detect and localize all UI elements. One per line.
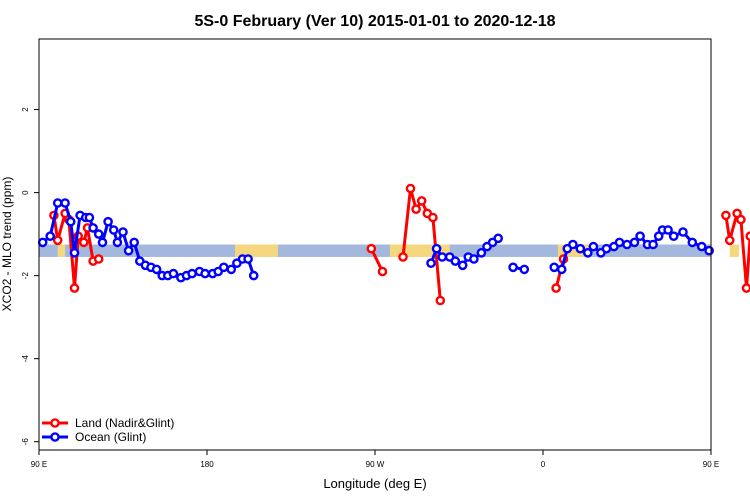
ocean-point-2-0: [508, 262, 518, 273]
plot-area: [37, 183, 750, 306]
x-tick-label-3: 0: [541, 460, 546, 469]
land-point-2-2: [411, 204, 421, 214]
ocean-point-1-5: [457, 260, 468, 271]
land-point-0-4: [69, 283, 80, 293]
ocean-point-0-0: [37, 237, 48, 248]
ocean-point-1-11: [493, 233, 504, 244]
land-point-2-0: [398, 252, 408, 262]
land-point-4-5: [745, 231, 750, 241]
ocean-point-0-14: [112, 237, 123, 248]
ocean-point-1-2: [437, 252, 448, 262]
ocean-point-3-6: [588, 241, 599, 252]
x-tick-label-0: 90 E: [31, 460, 47, 469]
y-tick-label-0: 2: [21, 107, 30, 112]
ocean-point-0-29: [200, 268, 210, 279]
land-point-0-6: [79, 237, 89, 248]
ocean-point-0-12: [103, 216, 113, 227]
land-point-4-4: [741, 283, 750, 293]
land-point-4-3: [736, 214, 746, 225]
ocean-point-0-8: [84, 212, 95, 223]
ocean-point-0-5: [69, 247, 80, 258]
ocean-point-0-33: [226, 264, 237, 275]
ocean-point-0-2: [52, 198, 63, 208]
chart-title: 5S-0 February (Ver 10) 2015-01-01 to 202…: [194, 13, 555, 30]
ocean-point-0-15: [118, 227, 128, 237]
ocean-point-0-4: [65, 216, 76, 227]
ocean-point-3-22: [696, 241, 707, 252]
land-series-line-0: [52, 211, 100, 290]
ocean-point-1-0: [426, 258, 436, 269]
ocean-point-3-1: [556, 264, 567, 275]
ocean-point-3-21: [687, 237, 698, 248]
ocean-point-1-7: [469, 254, 479, 264]
land-point-4-1: [724, 235, 735, 246]
ocean-point-0-21: [151, 264, 162, 275]
ocean-point-0-10: [93, 229, 104, 239]
land-point-2-3: [416, 196, 427, 206]
ocean-point-0-24: [168, 268, 179, 279]
legend-land-marker: [50, 418, 60, 428]
y-tick-label-2: -2: [21, 272, 30, 280]
ocean-point-0-9: [88, 223, 98, 233]
ocean-point-0-17: [129, 237, 139, 248]
y-tick-label-4: -6: [21, 438, 30, 446]
ocean-point-3-18: [663, 225, 673, 235]
x-tick-label-1: 180: [200, 460, 214, 469]
ocean-point-3-19: [668, 231, 679, 241]
x-tick-label-4: 90 E: [703, 460, 719, 469]
x-axis-label: Longitude (deg E): [323, 476, 426, 491]
legend-ocean-label: Ocean (Glint): [75, 430, 146, 444]
ocean-point-1-8: [476, 247, 487, 258]
ocean-point-3-4: [575, 243, 586, 254]
ocean-point-0-27: [187, 268, 197, 279]
x-axis: 90 E 180 90 W 0 90 E: [31, 450, 719, 469]
legend: Land (Nadir&Glint)Ocean (Glint): [42, 416, 174, 444]
land-point-1-0: [366, 243, 377, 254]
land-band-4: [729, 244, 739, 257]
y-axis: 2 0 -2 -4 -6: [21, 107, 39, 445]
ocean-point-3-11: [622, 239, 632, 250]
land-point-2-6: [435, 295, 446, 306]
land-band-0: [57, 244, 66, 257]
ocean-point-0-37: [248, 270, 259, 281]
ocean-point-0-36: [243, 254, 253, 264]
ocean-point-3-20: [678, 227, 688, 237]
ocean-point-3-23: [704, 245, 714, 256]
land-point-4-0: [721, 210, 731, 221]
ocean-point-3-13: [635, 231, 645, 241]
ocean-point-3-15: [648, 239, 658, 250]
ocean-point-3-10: [614, 237, 625, 248]
ocean-point-3-3: [568, 239, 578, 250]
ocean-point-0-3: [60, 198, 70, 208]
ocean-point-3-5: [583, 247, 593, 258]
y-tick-label-3: -4: [21, 355, 30, 363]
y-tick-label-1: 0: [21, 190, 30, 195]
ocean-point-0-1: [45, 231, 56, 241]
ocean-point-0-32: [218, 262, 229, 273]
x-tick-label-2: 90 W: [366, 460, 385, 469]
ocean-point-0-16: [123, 245, 134, 256]
ocean-point-3-8: [601, 243, 612, 254]
land-point-2-1: [405, 183, 416, 194]
ocean-point-0-11: [97, 237, 108, 248]
ocean-point-0-13: [108, 225, 119, 235]
ocean-point-1-4: [450, 256, 461, 266]
land-point-1-1: [377, 266, 388, 277]
legend-land-label: Land (Nadir&Glint): [75, 416, 174, 430]
ocean-point-3-12: [629, 237, 640, 248]
ocean-point-1-1: [431, 243, 442, 254]
land-band-1: [235, 244, 278, 257]
land-point-2-5: [428, 212, 438, 223]
legend-ocean-marker: [50, 432, 60, 442]
ocean-point-3-0: [549, 262, 560, 273]
ocean-point-2-1: [519, 264, 530, 275]
y-axis-label: XCO2 - MLO trend (ppm): [0, 177, 14, 312]
land-point-3-0: [551, 283, 561, 293]
land-point-0-9: [93, 254, 104, 264]
land-point-0-1: [52, 235, 63, 246]
land-series-line-4: [724, 211, 750, 290]
